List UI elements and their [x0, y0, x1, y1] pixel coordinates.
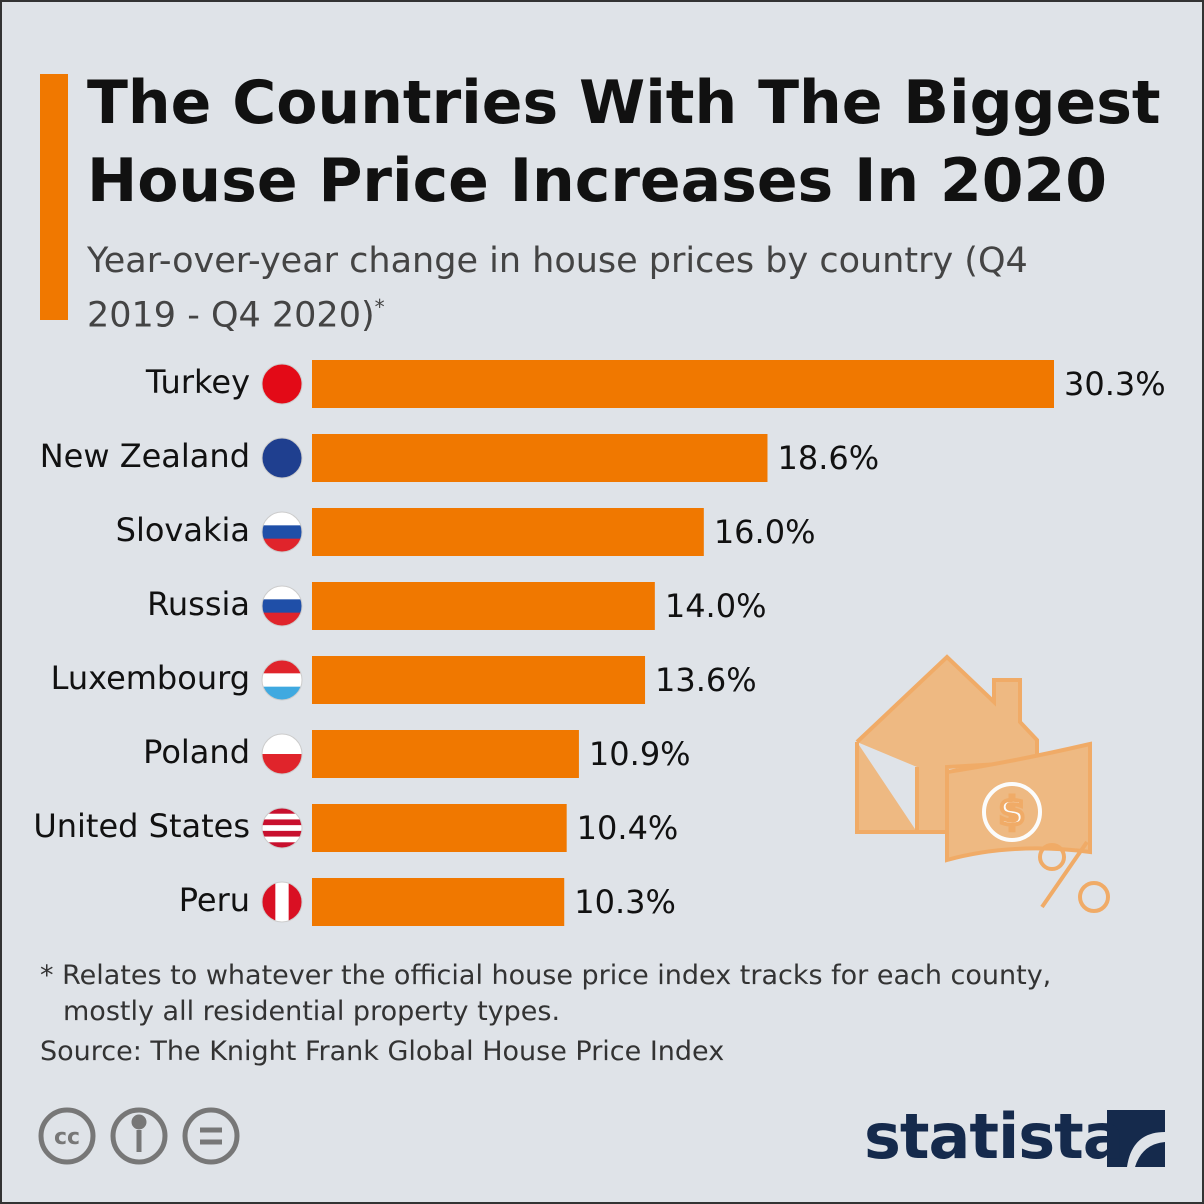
- bar: [312, 730, 579, 778]
- flag-stripe: [262, 836, 302, 843]
- bar: [312, 878, 565, 926]
- value-label: 10.3%: [574, 883, 676, 921]
- bar: [312, 360, 1054, 408]
- flag-stripe: [262, 882, 276, 922]
- value-label: 30.3%: [1064, 365, 1166, 403]
- flag-stripe: [262, 825, 302, 832]
- value-label: 13.6%: [655, 661, 757, 699]
- flag-stripe: [262, 538, 302, 552]
- flag-stripe: [262, 586, 302, 600]
- flag-stripe: [262, 364, 302, 404]
- flag-border: [261, 659, 303, 701]
- flag: [262, 364, 302, 404]
- value-label: 10.9%: [589, 735, 691, 773]
- flag: [262, 882, 302, 922]
- bar: [312, 656, 646, 704]
- bar: [312, 508, 704, 556]
- flag-stripe: [262, 686, 302, 700]
- chart-subtitle: Year-over-year change in house prices by…: [87, 238, 1047, 339]
- value-label: 10.4%: [577, 809, 679, 847]
- category-label: Russia: [147, 585, 250, 623]
- footnote: * Relates to whatever the official house…: [40, 960, 1052, 1027]
- chart-title: The Countries With The Biggest House Pri…: [87, 68, 1161, 216]
- flag-border: [261, 363, 303, 405]
- flag-border: [261, 733, 303, 775]
- flag-border: [261, 881, 303, 923]
- subtitle-text: Year-over-year change in house prices by…: [87, 241, 1028, 336]
- flag-stripe: [262, 830, 302, 838]
- flag-stripe: [288, 882, 302, 922]
- flag-stripe: [262, 512, 302, 526]
- flag-border: [261, 511, 303, 553]
- brand-mark: [1107, 1110, 1165, 1167]
- value-label: 18.6%: [777, 439, 879, 477]
- flag-stripe: [262, 813, 302, 820]
- accent-bar: [40, 74, 68, 320]
- category-label: United States: [33, 807, 250, 845]
- flag-stripe: [262, 612, 302, 626]
- category-label: Slovakia: [116, 511, 250, 549]
- house-illustration: $: [855, 654, 1110, 913]
- flag-stripe: [262, 599, 302, 614]
- category-label: Poland: [143, 733, 250, 771]
- flag: [262, 660, 302, 700]
- flag-stripe: [262, 808, 302, 815]
- category-label: Peru: [179, 881, 250, 919]
- subtitle-marker: *: [374, 295, 385, 319]
- bar: [312, 434, 768, 482]
- license-icons: cc: [38, 1107, 240, 1165]
- flag-border: [261, 437, 303, 479]
- flag-stripe: [262, 734, 302, 755]
- flag-stripe: [262, 660, 302, 674]
- value-label: 16.0%: [714, 513, 816, 551]
- bar: [312, 804, 567, 852]
- flag: [262, 512, 302, 552]
- flag-stripe: [262, 525, 302, 540]
- flag: [262, 438, 302, 478]
- flag-stripe: [262, 673, 302, 688]
- svg-text:cc: cc: [54, 1125, 80, 1150]
- flag-border: [261, 585, 303, 627]
- value-label: 14.0%: [665, 587, 767, 625]
- flag-stripe: [262, 438, 302, 478]
- svg-text:$: $: [999, 790, 1025, 834]
- bar: [312, 582, 655, 630]
- category-label: Luxembourg: [51, 659, 250, 697]
- flag: [262, 586, 302, 626]
- source: Source: The Knight Frank Global House Pr…: [40, 1036, 725, 1067]
- flag-border: [261, 807, 303, 849]
- flag-stripe: [262, 842, 302, 848]
- category-label: New Zealand: [40, 437, 250, 475]
- flag-stripe: [275, 882, 290, 922]
- flag-stripe: [262, 819, 302, 826]
- brand-logo: statista: [864, 1100, 1125, 1173]
- flag-stripe: [262, 754, 302, 774]
- category-label: Turkey: [145, 363, 250, 401]
- flag: [262, 734, 302, 774]
- flag: [262, 808, 302, 848]
